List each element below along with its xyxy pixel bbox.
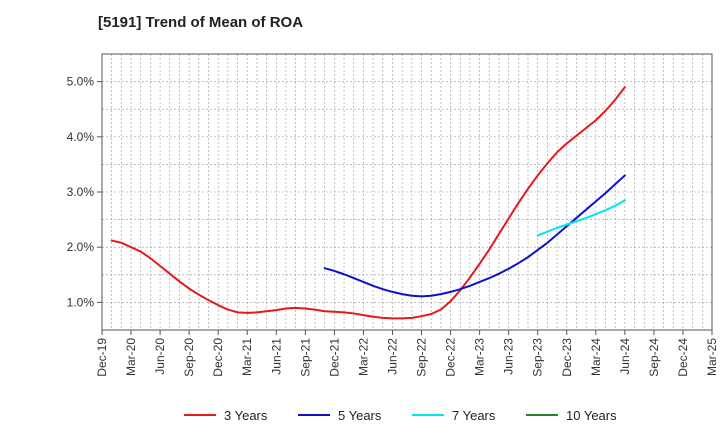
x-tick-label: Jun-20 — [153, 338, 167, 375]
x-tick-label: Mar-24 — [589, 338, 603, 376]
x-tick-label: Sep-23 — [531, 338, 545, 377]
y-tick-label: 5.0% — [67, 75, 95, 89]
x-tick-label: Jun-22 — [385, 338, 399, 375]
legend-label: 3 Years — [224, 408, 268, 423]
y-tick-label: 2.0% — [67, 240, 95, 254]
x-tick-label: Jun-21 — [269, 338, 283, 375]
legend-label: 7 Years — [452, 408, 496, 423]
x-tick-label: Sep-21 — [298, 338, 312, 377]
x-tick-label: Sep-24 — [647, 338, 661, 377]
legend-layer: 3 Years 5 Years 7 Years 10 Years — [184, 408, 617, 423]
x-tick-label: Dec-23 — [560, 338, 574, 377]
y-tick-label: 4.0% — [67, 130, 95, 144]
x-tick-label: Dec-24 — [676, 338, 690, 377]
x-tick-label: Dec-22 — [444, 338, 458, 377]
x-tick-label: Mar-25 — [705, 338, 719, 376]
x-tick-label: Jun-23 — [502, 338, 516, 375]
x-tick-label: Mar-22 — [356, 338, 370, 376]
legend-label: 5 Years — [338, 408, 382, 423]
y-tick-label: 1.0% — [67, 295, 95, 309]
x-tick-label: Mar-20 — [124, 338, 138, 376]
x-tick-label: Dec-21 — [327, 338, 341, 377]
x-tick-label: Sep-22 — [415, 338, 429, 377]
series-layer — [110, 86, 626, 320]
legend-label: 10 Years — [566, 408, 617, 423]
x-tick-label: Mar-23 — [473, 338, 487, 376]
series-line-3-years — [110, 86, 626, 320]
series-line-7-years — [536, 199, 626, 237]
series-line-5-years — [323, 174, 626, 298]
chart-title: [5191] Trend of Mean of ROA — [98, 14, 304, 31]
x-tick-label: Dec-20 — [211, 338, 225, 377]
x-tick-label: Jun-24 — [618, 338, 632, 375]
x-tick-label: Mar-21 — [240, 338, 254, 376]
axis-layer: 1.0% 2.0% 3.0% 4.0% 5.0% Dec-19 Mar-20 Jun-20 Se… — [67, 53, 719, 377]
x-tick-label: Dec-19 — [95, 338, 109, 377]
grid-layer — [102, 54, 712, 330]
y-tick-label: 3.0% — [67, 185, 95, 199]
x-tick-label: Sep-20 — [182, 338, 196, 377]
